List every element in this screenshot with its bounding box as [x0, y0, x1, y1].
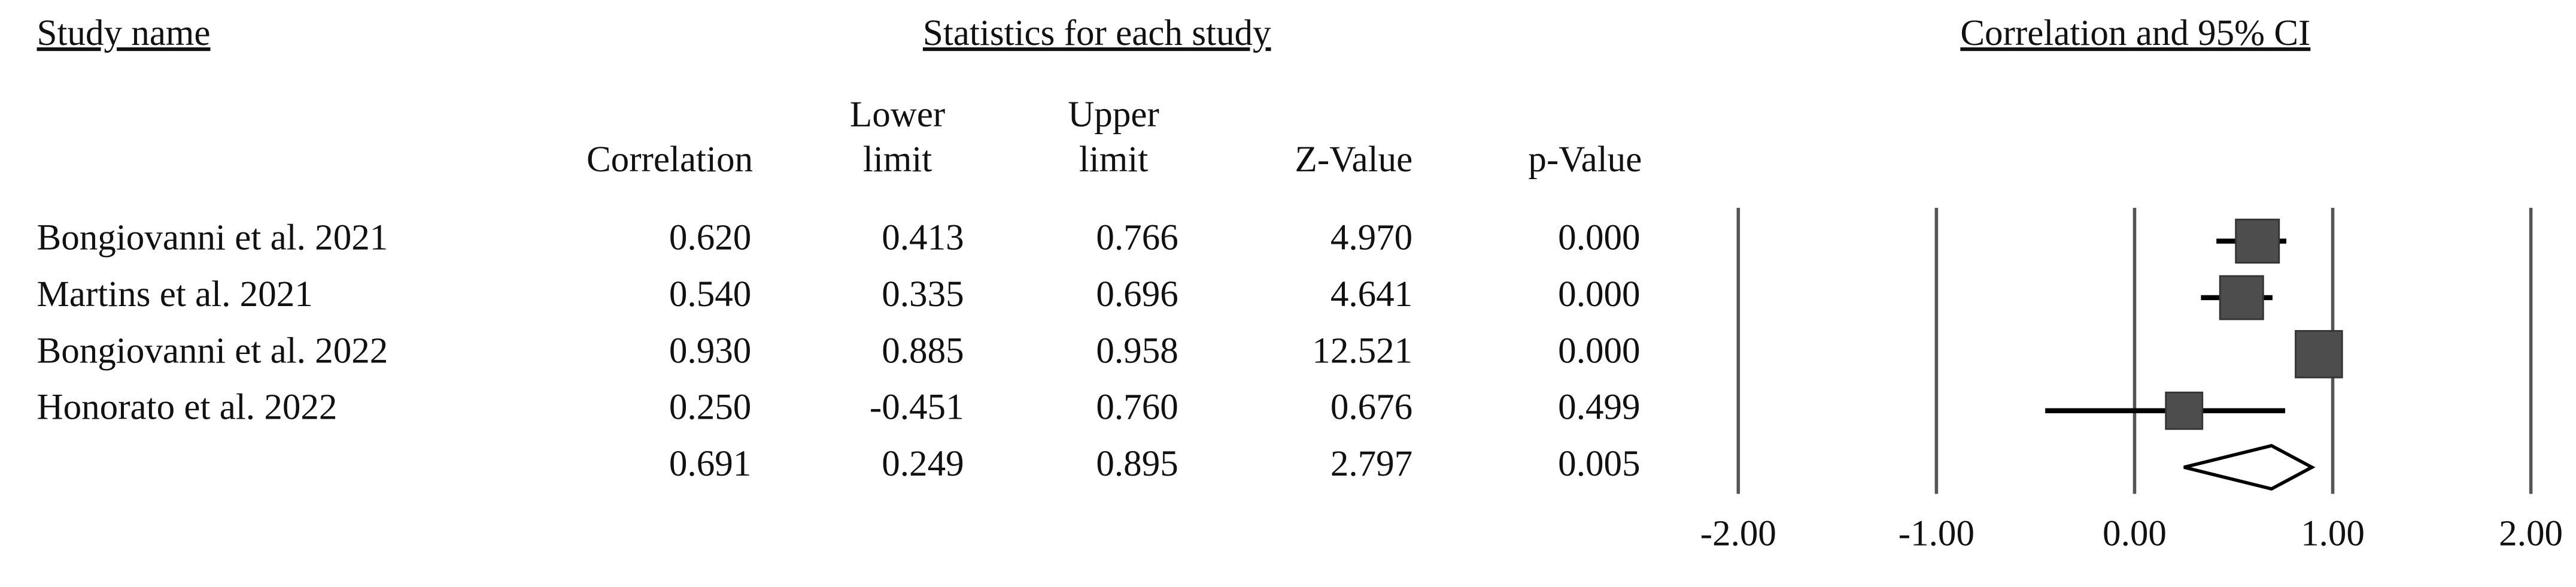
column-header: limit — [863, 140, 932, 180]
table-cell: 0.620 — [669, 218, 751, 258]
x-tick-label: 2.00 — [2499, 514, 2563, 554]
x-tick-label: 1.00 — [2301, 514, 2365, 554]
study-header: Study name — [37, 13, 211, 53]
table-cell: 0.000 — [1558, 331, 1640, 371]
chart-title: Correlation and 95% CI — [1960, 13, 2310, 53]
x-tick-label: -2.00 — [1700, 514, 1776, 554]
column-header: Correlation — [587, 140, 753, 180]
table-cell: 0.760 — [1096, 388, 1178, 428]
column-header: Upper — [1068, 95, 1159, 135]
table-cell: 0.540 — [669, 274, 751, 314]
study-name: Honorato et al. 2022 — [37, 388, 338, 428]
effect-marker — [2295, 330, 2343, 379]
table-cell: 0.335 — [882, 274, 964, 314]
table-cell: 0.413 — [882, 218, 964, 258]
table-cell: 4.970 — [1330, 218, 1412, 258]
effect-marker — [2165, 391, 2204, 430]
table-cell: 0.895 — [1096, 444, 1178, 484]
table-cell: 4.641 — [1330, 274, 1412, 314]
table-cell: 0.250 — [669, 388, 751, 428]
table-cell: 0.691 — [669, 444, 751, 484]
column-header: Z-Value — [1295, 140, 1413, 180]
table-cell: 0.676 — [1330, 388, 1412, 428]
table-cell: 0.958 — [1096, 331, 1178, 371]
table-cell: 0.766 — [1096, 218, 1178, 258]
table-cell: 12.521 — [1312, 331, 1412, 371]
column-header: Lower — [850, 95, 945, 135]
effect-marker — [2219, 275, 2264, 320]
column-header: limit — [1079, 140, 1148, 180]
x-tick-label: -1.00 — [1898, 514, 1974, 554]
column-header: p-Value — [1528, 140, 1642, 180]
table-cell: 2.797 — [1330, 444, 1412, 484]
table-cell: -0.451 — [870, 388, 964, 428]
table-cell: 0.499 — [1558, 388, 1640, 428]
study-name: Bongiovanni et al. 2021 — [37, 218, 388, 258]
summary-diamond — [2183, 444, 2316, 491]
table-cell: 0.249 — [882, 444, 964, 484]
table-cell: 0.885 — [882, 331, 964, 371]
table-cell: 0.000 — [1558, 274, 1640, 314]
table-cell: 0.005 — [1558, 444, 1640, 484]
stats-header: Statistics for each study — [923, 13, 1271, 53]
x-tick-label: 0.00 — [2103, 514, 2167, 554]
table-cell: 0.930 — [669, 331, 751, 371]
table-cell: 0.696 — [1096, 274, 1178, 314]
table-cell: 0.000 — [1558, 218, 1640, 258]
study-name: Bongiovanni et al. 2022 — [37, 331, 388, 371]
effect-marker — [2235, 219, 2280, 264]
study-name: Martins et al. 2021 — [37, 274, 313, 314]
